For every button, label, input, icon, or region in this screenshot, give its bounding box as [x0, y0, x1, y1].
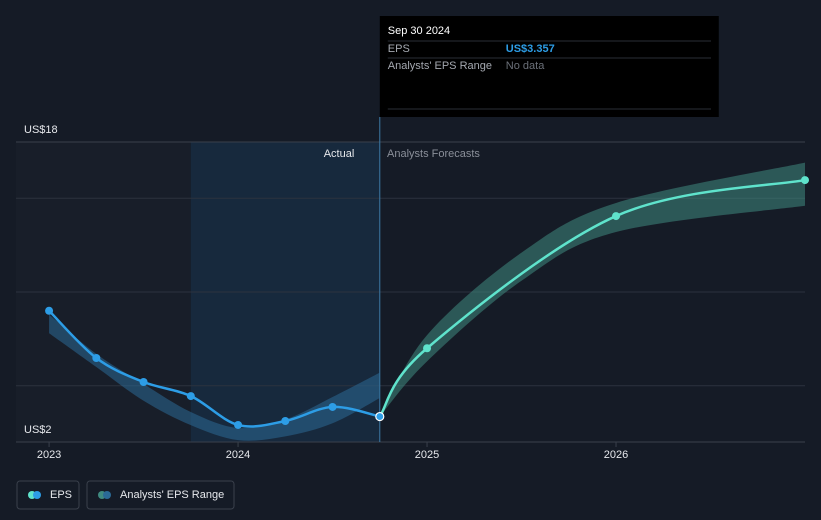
forecast-label: Analysts Forecasts — [387, 148, 480, 160]
x-tick-label: 2025 — [415, 449, 439, 461]
tooltip: Sep 30 2024 EPS US$3.357 Analysts' EPS Rang… — [379, 16, 719, 117]
actual-label: Actual — [324, 148, 355, 160]
legend-button — [16, 480, 80, 510]
x-tick-label: 2023 — [37, 449, 61, 461]
tooltip-row-value: US$3.357 — [506, 43, 555, 55]
legend-swatch — [103, 491, 111, 499]
eps-point — [139, 378, 148, 386]
legend-label: EPS — [50, 489, 72, 501]
eps-point — [186, 392, 195, 401]
eps-point — [234, 420, 243, 429]
legend-swatch — [33, 491, 41, 499]
legend-button — [86, 480, 235, 510]
x-tick-label: 2026 — [604, 449, 628, 461]
tooltip-row-label: Analysts' EPS Range — [388, 60, 492, 72]
eps-point — [423, 344, 432, 353]
eps-line — [378, 178, 806, 418]
y-tick-label: US$2 — [24, 424, 52, 436]
eps-point — [281, 417, 290, 425]
legend-label: Analysts' EPS Range — [120, 489, 224, 501]
eps-point — [375, 411, 385, 422]
legend-eps[interactable]: EPS — [16, 480, 80, 510]
tooltip-row-value: No data — [506, 60, 545, 72]
eps-point — [801, 176, 809, 185]
plot-background — [16, 141, 805, 443]
tooltip-row-label: EPS — [388, 43, 410, 55]
eps-point — [92, 354, 101, 362]
range-band — [49, 314, 380, 441]
tooltip-date: Sep 30 2024 — [388, 25, 450, 37]
y-tick-label: US$18 — [24, 124, 58, 136]
x-tick-label: 2024 — [226, 449, 250, 461]
tooltip-box — [379, 16, 719, 117]
legend-range[interactable]: Analysts' EPS Range — [86, 480, 235, 510]
eps-point — [328, 402, 337, 411]
eps-point — [45, 306, 54, 315]
eps-point — [612, 212, 621, 221]
range-band — [379, 162, 805, 417]
